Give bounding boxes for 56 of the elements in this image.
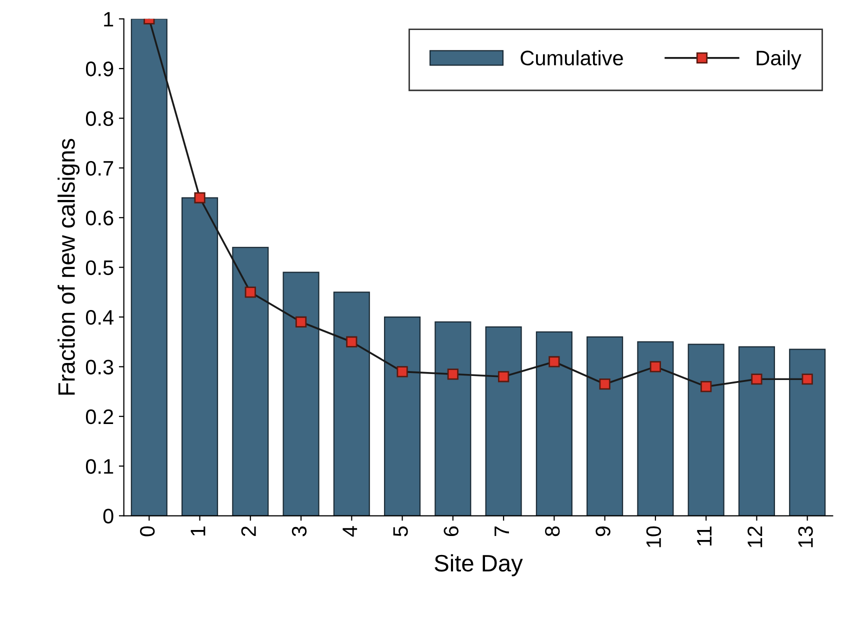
point [599, 378, 610, 390]
y-tick-label: 0.4 [86, 310, 114, 325]
bar [182, 197, 218, 516]
point [751, 374, 762, 385]
bar [789, 348, 826, 516]
y-tick-label: 0.3 [86, 360, 114, 374]
legend-label: Daily [756, 50, 802, 70]
x-tick-label: 10 [646, 526, 662, 548]
bar [384, 316, 421, 516]
y-tick-label: 0 [103, 508, 114, 524]
point [447, 368, 458, 380]
x-axis-title: Site Day [434, 554, 523, 576]
y-tick-label: 0.2 [86, 409, 114, 424]
point [295, 316, 307, 328]
y-axis-title: Fraction of new callsigns [58, 138, 80, 395]
x-tick-label: 8 [545, 526, 560, 536]
point [498, 371, 510, 382]
bar [282, 272, 320, 516]
point [802, 374, 813, 385]
y-tick-label: 0.5 [86, 260, 114, 276]
x-tick-label: 13 [798, 526, 813, 548]
bar [688, 344, 724, 516]
y-tick-label: 1 [104, 12, 114, 26]
x-tick-label: 11 [697, 526, 712, 546]
bar [434, 321, 472, 516]
x-tick-label: 6 [444, 526, 459, 536]
x-tick-label: 9 [596, 526, 610, 536]
bar [130, 18, 168, 516]
y-tick-label: 0.7 [86, 160, 114, 176]
y-tick-label: 0.1 [86, 459, 114, 474]
x-tick-label: 2 [241, 526, 256, 536]
point [396, 366, 408, 378]
point [548, 356, 560, 368]
point [346, 336, 358, 348]
x-tick-label: 12 [748, 526, 762, 548]
x-tick-label: 3 [292, 526, 307, 536]
x-tick-label: 5 [393, 526, 408, 536]
x-tick-label: 4 [342, 526, 358, 537]
bar [232, 246, 269, 516]
legend-label: Cumulative [520, 50, 623, 66]
x-tick-label: 7 [494, 526, 509, 536]
x-tick-label: 0 [140, 526, 155, 536]
bar [485, 326, 522, 516]
point [650, 361, 661, 372]
bar [738, 346, 775, 516]
x-tick-label: 1 [190, 526, 206, 536]
point [700, 381, 712, 392]
y-tick-label: 0.8 [86, 111, 114, 126]
bar [333, 292, 370, 516]
y-tick-label: 0.6 [86, 210, 114, 226]
bar [586, 336, 624, 516]
point [194, 192, 206, 204]
y-tick-label: 0.9 [86, 62, 114, 76]
bar [536, 331, 572, 516]
point [244, 286, 256, 298]
bar [637, 341, 674, 516]
